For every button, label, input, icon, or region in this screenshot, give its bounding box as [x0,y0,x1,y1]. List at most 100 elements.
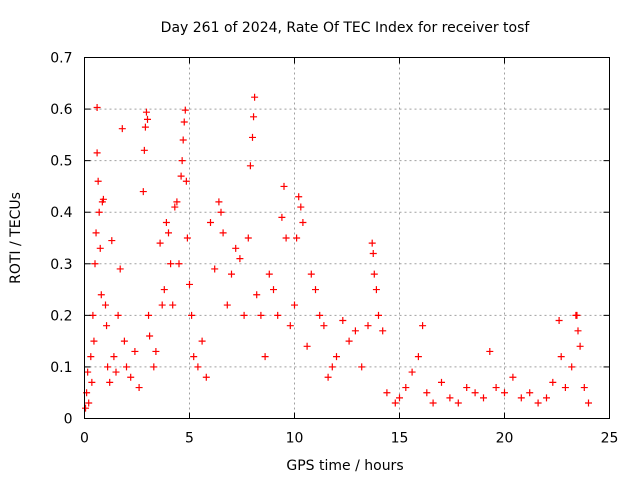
data-point [194,363,202,371]
data-point [534,399,542,407]
x-tick-label: 20 [496,431,514,447]
data-point [145,311,153,319]
data-point [223,301,231,309]
data-point [261,353,269,361]
data-point [96,244,104,252]
data-point [391,399,399,407]
data-point [108,237,116,245]
data-point [232,244,240,252]
data-point [106,378,114,386]
y-axis-title: ROTI / TECUs [8,192,24,284]
data-point [169,301,177,309]
data-point [251,93,259,101]
x-tick-label: 5 [185,431,194,447]
data-point [93,104,101,112]
data-point [297,203,305,211]
data-point [103,322,111,330]
data-point [463,384,471,392]
data-point [244,234,252,242]
data-point [116,265,124,273]
data-point [454,399,462,407]
data-point [141,123,149,131]
data-point [181,106,189,114]
y-tick-label: 0.1 [50,360,72,376]
y-tick-label: 0.6 [50,102,72,118]
x-tick-label: 25 [601,431,619,447]
data-point [156,239,164,247]
data-point [368,239,376,247]
data-point [249,133,256,141]
data-point [102,301,109,309]
data-point [95,208,103,216]
data-point [419,322,427,330]
data-point [299,219,307,227]
data-point [580,384,588,392]
data-point [316,311,324,319]
data-point [131,347,139,355]
data-point [408,368,416,376]
data-point [177,172,185,180]
data-point [240,311,248,319]
data-point [236,255,244,263]
data-point [339,317,347,325]
data-point [190,353,198,361]
data-point [320,322,328,330]
plot-frame [84,57,610,419]
x-tick-label: 15 [391,431,409,447]
data-point [139,188,147,196]
data-point [211,265,219,273]
data-point [291,301,298,309]
data-point [423,389,431,397]
data-point [274,311,282,319]
data-point [188,311,196,319]
data-point [87,353,95,361]
data-point [328,363,336,371]
data-point [471,389,479,397]
data-point [358,363,366,371]
data-point [99,195,107,203]
data-point [182,177,190,185]
data-point [486,347,494,355]
data-point [369,249,377,257]
data-point [280,182,288,190]
data-point [526,389,534,397]
data-point [293,234,301,242]
data-point [270,286,277,294]
data-point [142,108,150,116]
data-point [97,291,105,299]
data-point [446,394,454,402]
data-point [175,260,183,268]
data-point [140,146,148,154]
data-point [180,118,188,126]
data-point [429,399,437,407]
data-point [509,373,517,381]
data-point [171,203,179,211]
data-point [173,198,181,206]
data-point [379,327,387,335]
data-point [104,363,112,371]
data-point [480,394,487,402]
data-point [414,353,422,361]
y-tick-label: 0.3 [50,257,72,273]
data-point [144,115,151,123]
data-point [89,311,97,319]
data-point [92,229,100,237]
y-tick-label: 0.5 [50,154,72,170]
data-point [286,322,294,330]
data-point [250,113,258,121]
data-point [561,384,569,392]
grid-lines [84,57,610,419]
data-point [114,311,122,319]
data-point [295,193,303,201]
y-tick-label: 0.2 [50,308,72,324]
data-point [370,270,378,278]
x-tick-label: 0 [80,431,89,447]
data-point [549,378,557,386]
data-point [207,219,214,227]
data-point [576,342,584,350]
data-point [94,177,102,185]
data-point [158,301,166,309]
data-point [574,327,582,335]
data-point [90,337,98,345]
